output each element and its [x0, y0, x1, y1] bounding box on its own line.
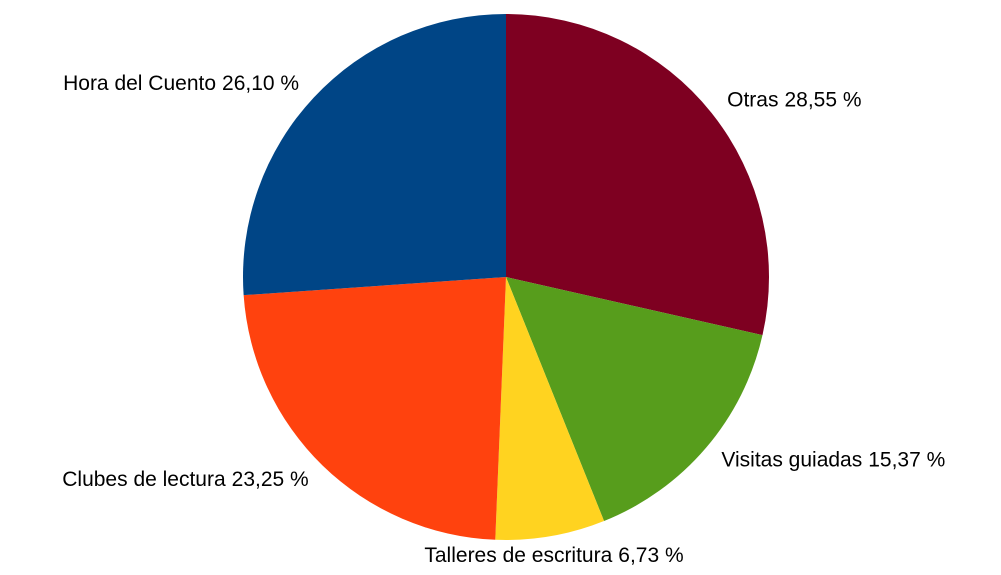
slice-label: Hora del Cuento 26,10 % [63, 71, 299, 94]
slice-category: Hora del Cuento [63, 71, 216, 94]
slice-label: Talleres de escritura 6,73 % [424, 543, 683, 566]
slice-label: Visitas guiadas 15,37 % [721, 448, 945, 471]
slice-label: Clubes de lectura 23,25 % [62, 467, 309, 490]
pie-slice [243, 277, 506, 540]
slice-value: 6,73 % [618, 543, 683, 566]
slice-category: Clubes de lectura [62, 467, 226, 490]
slice-category: Talleres de escritura [424, 543, 612, 566]
slice-value: 15,37 % [868, 448, 945, 471]
slice-label: Otras 28,55 % [727, 88, 861, 111]
slice-value: 28,55 % [784, 88, 861, 111]
pie-slice [506, 14, 769, 336]
slice-category: Visitas guiadas [721, 448, 862, 471]
slice-category: Otras [727, 88, 778, 111]
pie-slice [243, 14, 507, 296]
slice-value: 23,25 % [232, 467, 309, 490]
slice-value: 26,10 % [222, 71, 299, 94]
pie-slice [495, 277, 605, 540]
pie-slice [506, 277, 763, 522]
